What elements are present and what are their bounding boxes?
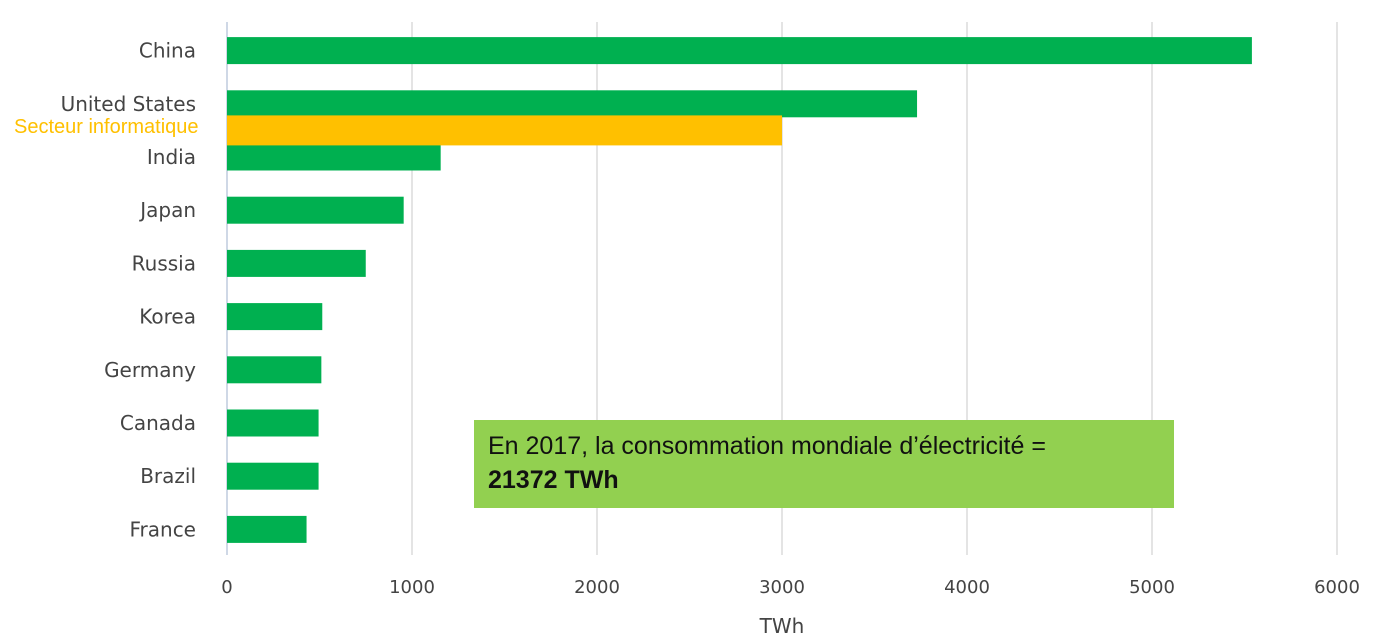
bar — [227, 143, 441, 171]
category-label: Japan — [138, 198, 196, 222]
bar — [227, 249, 366, 277]
category-label: United States — [61, 92, 196, 116]
x-tick-label: 5000 — [1129, 577, 1175, 598]
bar — [227, 409, 319, 437]
category-labels: China United States India Japan Russia Korea G… — [61, 39, 197, 542]
category-label: Canada — [120, 411, 196, 435]
category-label: Russia — [132, 251, 196, 275]
bar — [227, 356, 322, 384]
x-tick-label: 1000 — [389, 577, 435, 598]
x-tick-label: 4000 — [944, 577, 990, 598]
bar — [227, 196, 404, 224]
category-label: Korea — [139, 305, 196, 329]
x-tick-label: 2000 — [574, 577, 620, 598]
annotation-box: En 2017, la consommation mondiale d’élec… — [474, 420, 1174, 508]
x-axis-title: TWh — [759, 614, 805, 637]
category-label: China — [139, 39, 196, 63]
x-tick-label: 0 — [221, 577, 232, 598]
bar — [227, 90, 918, 118]
annotation-line-1: En 2017, la consommation mondiale d’élec… — [488, 432, 1046, 460]
bar — [227, 37, 1252, 65]
category-label: Brazil — [140, 464, 196, 488]
annotation-line-2: 21372 TWh — [488, 465, 619, 494]
category-label: Germany — [104, 358, 196, 382]
x-tick-label: 3000 — [759, 577, 805, 598]
x-tick-label: 6000 — [1314, 577, 1360, 598]
highlight-bar — [227, 115, 782, 146]
bar — [227, 303, 323, 331]
category-label: France — [129, 517, 196, 541]
x-tick-labels: 0 1000 2000 3000 4000 5000 6000 — [221, 577, 1360, 598]
highlight-label: Secteur informatique — [14, 116, 199, 138]
category-label: India — [147, 145, 196, 169]
bars — [227, 37, 1252, 543]
bar — [227, 462, 319, 490]
bar — [227, 515, 307, 543]
